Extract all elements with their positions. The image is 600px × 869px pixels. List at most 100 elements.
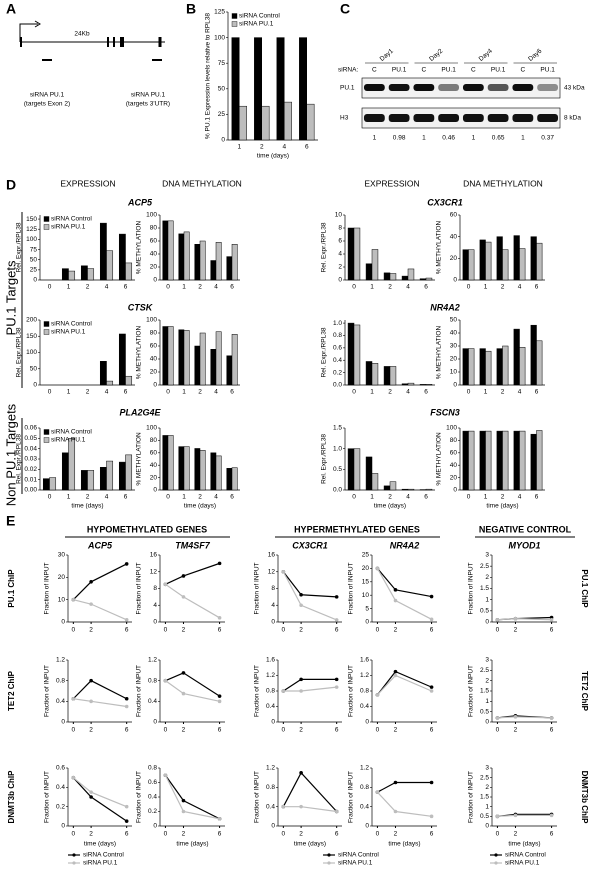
- x-tick-label: 4: [105, 284, 109, 291]
- x-tick-label: 0: [164, 627, 168, 634]
- bar: [125, 262, 133, 281]
- y-tick-label: 30: [450, 343, 458, 350]
- legend-label: siRNA PU.1: [51, 329, 86, 336]
- day-label: Day2: [428, 47, 444, 62]
- bar: [162, 326, 169, 386]
- y-tick-label: 150: [26, 333, 37, 340]
- bar: [425, 384, 433, 386]
- x-tick-label: 0: [282, 831, 286, 838]
- x-tick-label: 6: [550, 831, 554, 838]
- y-axis-label: Fraction of INPUT: [468, 771, 475, 823]
- line: [165, 583, 220, 619]
- y-tick-label: 100: [146, 425, 157, 432]
- y-tick-label: 10: [335, 212, 343, 219]
- point: [429, 594, 434, 599]
- blot-frame: [361, 77, 561, 99]
- bar: [162, 435, 169, 491]
- bar: [513, 328, 520, 386]
- group-header: HYPOMETHYLATED GENES: [87, 524, 207, 534]
- x-tick-label: 1: [67, 284, 71, 291]
- column-header: DNA METHYLATION: [463, 178, 543, 188]
- legend-label: siRNA PU.1: [51, 437, 86, 444]
- bar: [425, 488, 433, 491]
- x-tick-label: 0: [467, 494, 471, 501]
- pu1-band: [487, 84, 509, 91]
- y-tick-label: 100: [26, 236, 37, 243]
- point: [393, 669, 398, 674]
- point: [89, 602, 93, 606]
- lane-label: PU.1: [441, 67, 456, 74]
- x-tick-label: 0: [496, 627, 500, 634]
- x-tick-label: 0: [164, 727, 168, 734]
- y-tick-label: 0.6: [148, 779, 157, 786]
- y-tick-label: 40: [450, 330, 458, 337]
- point: [181, 798, 186, 803]
- point: [429, 780, 434, 785]
- y-tick-label: 0.8: [148, 677, 157, 684]
- y-tick-label: 0.06: [24, 425, 37, 432]
- line: [282, 571, 337, 598]
- bar: [383, 485, 391, 491]
- y-tick-label: 80: [450, 437, 458, 444]
- line: [376, 568, 432, 620]
- bar: [215, 242, 222, 281]
- gene-title: ACP5: [87, 540, 113, 550]
- x-axis-label: time (days): [176, 841, 208, 848]
- y-tick-label: 1.2: [148, 657, 157, 664]
- x-tick-label: 6: [424, 284, 428, 291]
- x-tick-label: 4: [406, 284, 410, 291]
- y-tick-label: 10: [58, 596, 66, 603]
- y-tick-label: 20: [150, 474, 158, 481]
- point: [334, 809, 339, 814]
- y-axis-label: % METHYLATION: [136, 221, 143, 275]
- y-tick-label: 5: [365, 605, 369, 612]
- y-axis-label: Fraction of INPUT: [136, 665, 143, 717]
- bar: [61, 268, 69, 281]
- point: [281, 804, 286, 809]
- legend-label: siRNA PU.1: [83, 860, 118, 867]
- line: [165, 562, 220, 585]
- bar: [194, 244, 201, 281]
- bar: [87, 268, 95, 281]
- y-tick-label: 2: [485, 784, 489, 791]
- y-tick-label: 3: [485, 657, 489, 664]
- bar: [167, 435, 174, 491]
- y-tick-label: 80: [150, 225, 158, 232]
- y-tick-label: 0: [365, 823, 369, 830]
- line: [283, 806, 337, 813]
- x-tick-label: 2: [182, 831, 186, 838]
- y-tick-label: 4: [271, 602, 275, 609]
- y-axis-label: Rel. Expr./RPL38: [16, 222, 23, 272]
- legend-marker: [72, 853, 76, 857]
- y-tick-label: 0: [153, 382, 157, 389]
- x-tick-label: 0: [48, 389, 52, 396]
- bar: [419, 278, 427, 281]
- line: [73, 698, 127, 708]
- size-label: 43 kDa: [564, 85, 585, 92]
- y-tick-label: 20: [362, 565, 370, 572]
- row-label: PU.1 ChIP: [580, 569, 589, 608]
- panel-label: A: [6, 1, 16, 17]
- x-tick-label: 6: [550, 627, 554, 634]
- bar: [502, 249, 509, 281]
- y-tick-label: 0: [365, 619, 369, 626]
- group-header: HYPERMETHYLATED GENES: [294, 524, 420, 534]
- point: [281, 569, 286, 574]
- group-header: NEGATIVE CONTROL: [479, 524, 572, 534]
- bar: [194, 345, 201, 386]
- y-tick-label: 0: [153, 487, 157, 494]
- x-tick-label: 1: [67, 389, 71, 396]
- y-tick-label: 1.0: [333, 320, 342, 327]
- y-tick-label: 4: [338, 251, 342, 258]
- x-tick-label: 6: [230, 284, 234, 291]
- y-tick-label: 16: [150, 552, 158, 559]
- bar: [68, 270, 76, 281]
- point: [495, 716, 500, 720]
- bar: [118, 461, 126, 491]
- line: [282, 771, 338, 812]
- y-axis-label: Rel. Expr./RPL38: [321, 434, 328, 484]
- y-tick-label: 100: [26, 349, 37, 356]
- x-tick-label: 1: [484, 494, 488, 501]
- bar: [365, 361, 373, 386]
- legend-label: siRNA Control: [51, 216, 92, 223]
